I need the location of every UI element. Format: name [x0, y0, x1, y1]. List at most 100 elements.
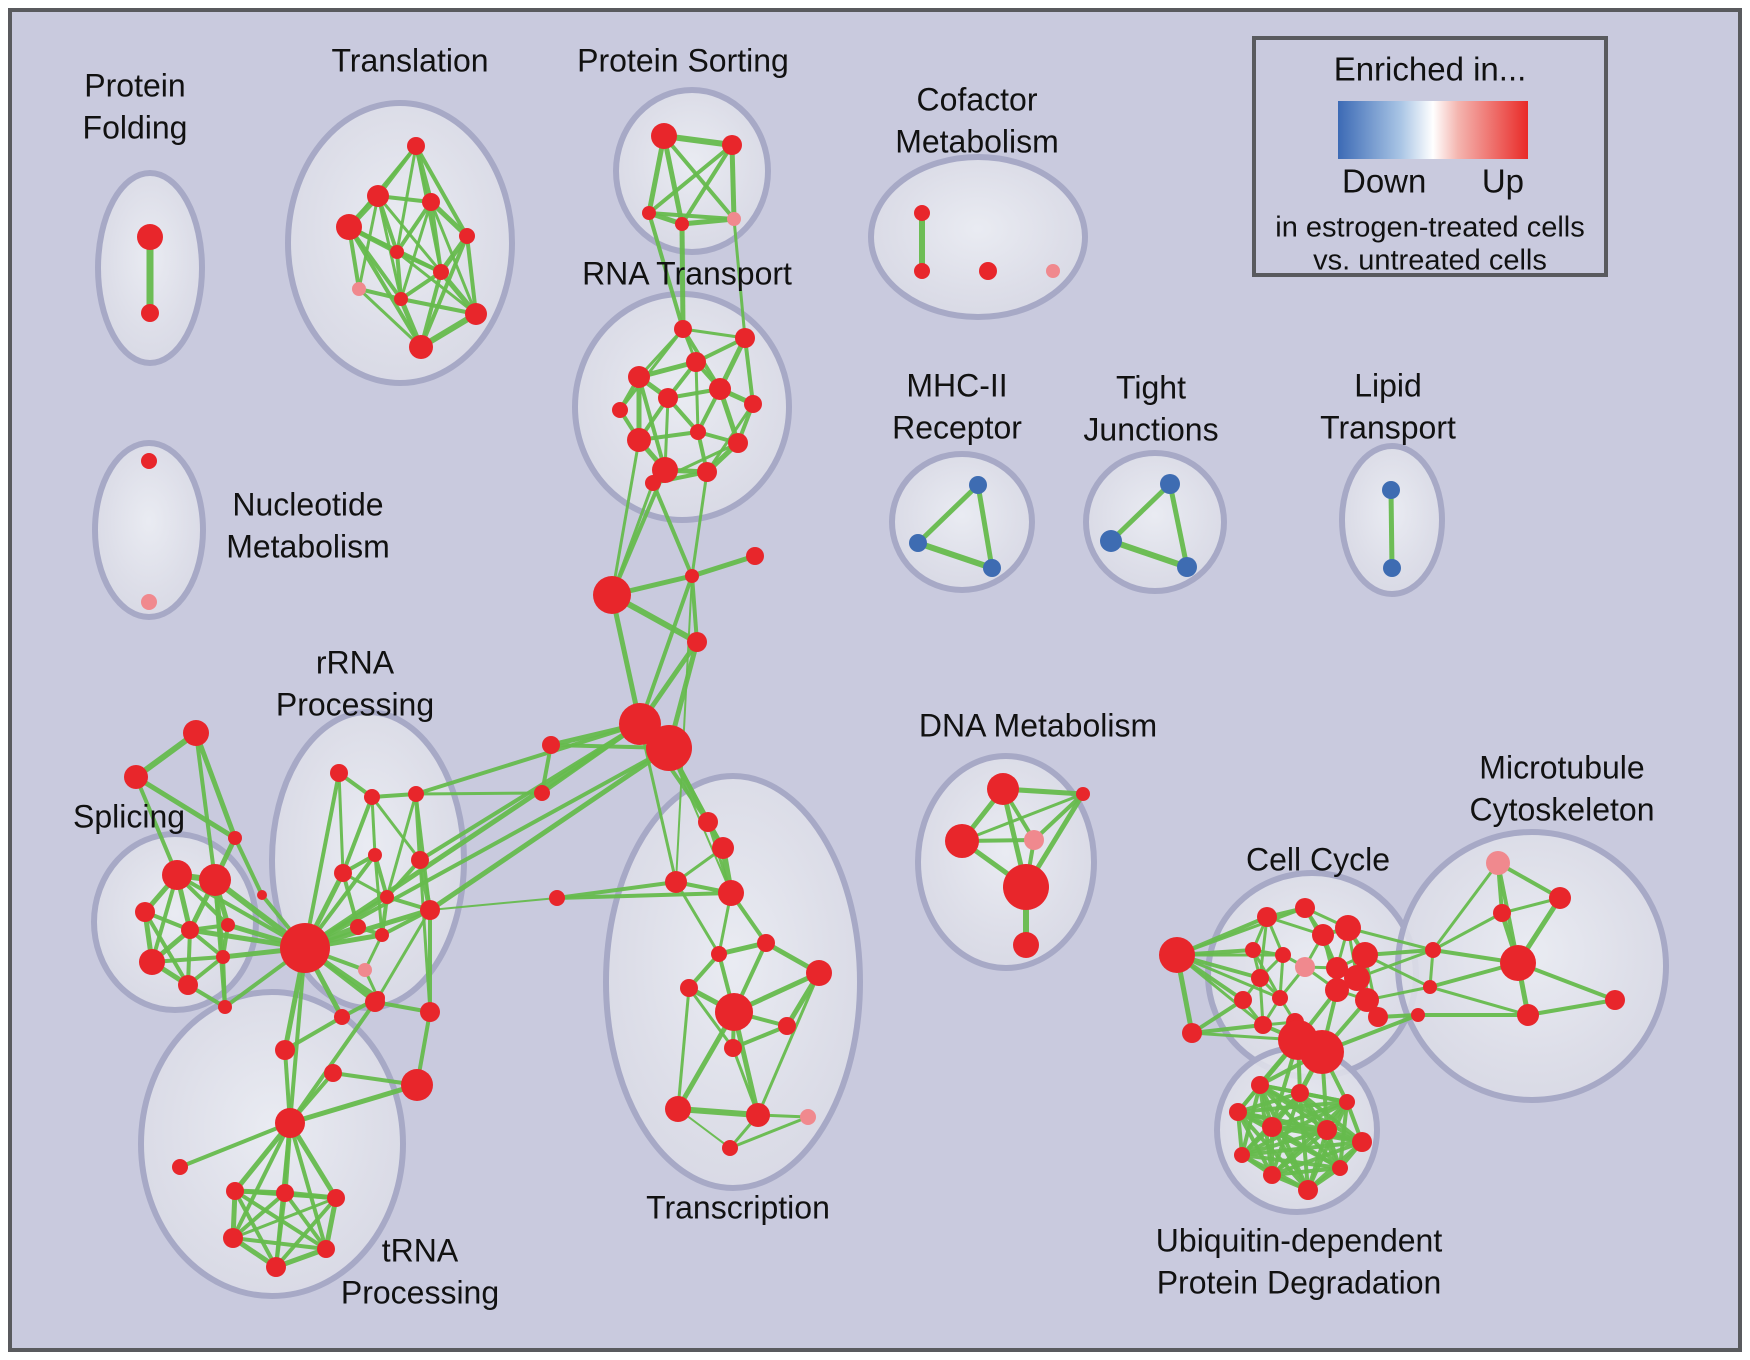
- gene-set-node-rrna-processing: [257, 890, 267, 900]
- gene-set-node-rrna-processing: [330, 764, 348, 782]
- edge-link: [415, 791, 543, 796]
- edge-translation: [376, 195, 443, 273]
- edge-ubiquitin-degradation: [1270, 1128, 1329, 1177]
- gene-set-node-rrna-processing: [365, 992, 385, 1012]
- gene-set-node-transcription: [712, 837, 734, 859]
- gene-set-node-trna-processing: [275, 1108, 305, 1138]
- gene-set-node-transcription: [698, 812, 718, 832]
- edge-translation: [357, 195, 380, 290]
- gene-set-node-cell-cycle: [1182, 1023, 1202, 1043]
- gene-set-node-lipid-transport: [1383, 559, 1401, 577]
- cluster-label-protein-folding: Protein: [84, 67, 185, 103]
- edge-translation: [357, 287, 423, 349]
- edge-ubiquitin-degradation: [1237, 1091, 1301, 1114]
- edge-link: [732, 218, 747, 339]
- edge-translation: [414, 145, 469, 237]
- gene-set-node-trna-processing: [276, 1184, 294, 1202]
- edge-protein-sorting: [646, 135, 667, 214]
- gene-set-node-cell-cycle: [1344, 965, 1370, 991]
- labels-layer: Protein Folding Translation Protein Sorting…: [73, 42, 1655, 1310]
- edge-protein-sorting: [729, 144, 737, 220]
- edge-link: [134, 776, 179, 876]
- edge-protein-sorting: [680, 143, 734, 226]
- edge-transcription: [687, 987, 735, 1049]
- edge-bridge: [609, 594, 643, 725]
- gene-set-node-dna-metabolism: [1024, 830, 1044, 850]
- edge-link: [679, 223, 686, 330]
- edge-transcription: [732, 1024, 788, 1050]
- gene-set-node-rrna-processing: [275, 1040, 295, 1060]
- gene-set-node-translation: [433, 264, 449, 280]
- gene-set-node-nucleotide-metabolism: [141, 594, 157, 610]
- gene-set-node-microtubule-cytoskeleton: [1486, 851, 1510, 875]
- edge-link: [428, 745, 671, 913]
- gene-set-node-cell-cycle: [1254, 1016, 1272, 1034]
- gene-set-node-ubiquitin-degradation: [1291, 1084, 1309, 1102]
- edge-trna-processing: [274, 1196, 338, 1269]
- gene-set-node-transcription: [724, 1039, 742, 1057]
- edge-protein-sorting: [681, 216, 735, 227]
- gene-set-node-bridge: [593, 576, 631, 614]
- legend-up-label: Up: [1482, 163, 1524, 200]
- gene-set-node-splicing: [199, 864, 231, 896]
- gene-set-node-bridge: [687, 632, 707, 652]
- edge-link: [651, 482, 694, 577]
- gene-set-node-transcription: [665, 1096, 691, 1122]
- cluster-label-lipid-transport: Lipid: [1354, 367, 1422, 403]
- edge-link: [610, 482, 655, 596]
- edge-translation: [399, 201, 433, 300]
- gene-set-node-rna-transport: [744, 395, 762, 413]
- gene-set-node-mhc2-receptor: [909, 534, 927, 552]
- edge-microtubule-cytoskeleton: [1527, 998, 1616, 1017]
- gene-set-node-transcription: [778, 1017, 796, 1035]
- edge-dna-metabolism: [961, 792, 1084, 843]
- edge-transcription: [677, 1106, 759, 1118]
- gene-set-node-rna-transport: [628, 366, 650, 388]
- gene-set-node-mhc2-receptor: [983, 559, 1001, 577]
- edge-rrna-processing: [370, 796, 377, 856]
- edge-tight-junctions: [1110, 538, 1188, 570]
- gene-set-node-rrna-processing: [411, 851, 429, 869]
- edge-trna-processing: [288, 1122, 328, 1250]
- gene-set-node-transcription: [806, 960, 832, 986]
- edge-rrna-processing: [373, 854, 384, 936]
- cluster-label-transcription: Transcription: [646, 1189, 830, 1225]
- gene-set-node-ubiquitin-degradation: [1332, 1160, 1348, 1176]
- gene-set-node-cell-cycle: [1295, 898, 1315, 918]
- edge-link: [610, 439, 641, 596]
- gene-set-node-cofactor-metabolism: [1046, 264, 1060, 278]
- gene-set-node-transcription: [665, 871, 687, 893]
- gene-set-node-transcription: [680, 979, 698, 997]
- gene-set-node-lipid-transport: [1382, 481, 1400, 499]
- gene-set-node-rna-transport: [697, 462, 717, 482]
- gene-set-node-splicing: [216, 950, 230, 964]
- gene-set-node-trna-processing: [266, 1257, 286, 1277]
- gene-set-node-ubiquitin-degradation: [1262, 1117, 1282, 1137]
- edge-link: [303, 721, 642, 951]
- gene-set-node-bridge: [534, 785, 550, 801]
- edge-transcription: [676, 987, 691, 1110]
- edge-bridge: [691, 553, 756, 579]
- edge-cell-cycle: [1176, 953, 1264, 1027]
- gene-set-node-splicing: [218, 1000, 232, 1014]
- gene-set-node-protein-folding: [137, 224, 163, 250]
- gene-set-node-transcription: [722, 1140, 738, 1156]
- gene-set-node-translation: [336, 214, 362, 240]
- gene-set-node-rrna-processing: [420, 1002, 440, 1022]
- cluster-label-ubiquitin-degradation: Protein Degradation: [1157, 1264, 1442, 1300]
- edge-splicing: [213, 879, 227, 1008]
- edge-link: [647, 212, 685, 330]
- gene-set-node-bridge: [183, 720, 209, 746]
- cluster-label-rna-transport: RNA Transport: [582, 255, 792, 291]
- gene-set-node-rna-transport: [686, 352, 706, 372]
- gene-set-node-rrna-processing: [380, 890, 394, 904]
- gene-set-node-rna-transport: [652, 457, 678, 483]
- edge-link: [556, 891, 732, 900]
- edge-link: [638, 723, 678, 883]
- gene-set-node-cofactor-metabolism: [979, 262, 997, 280]
- cluster-label-mhc2-receptor: MHC-II: [906, 367, 1007, 403]
- edge-cell-cycle: [1176, 906, 1306, 957]
- edge-trna-processing: [231, 1191, 287, 1240]
- edge-link: [233, 837, 264, 896]
